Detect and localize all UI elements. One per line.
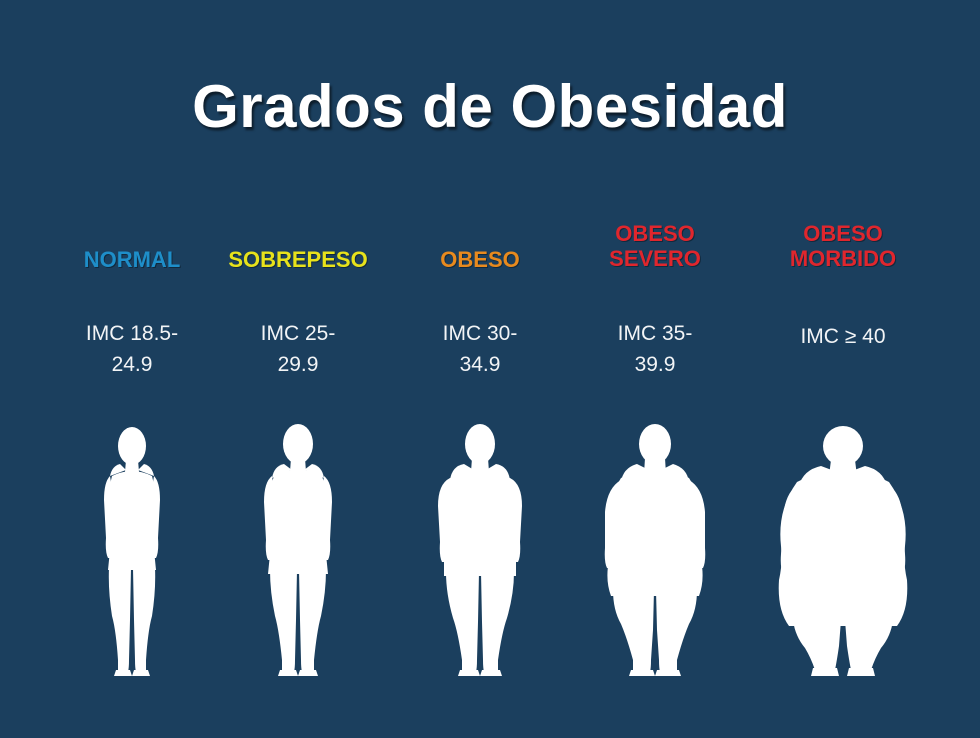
morbid-obese-silhouette-icon bbox=[753, 420, 933, 690]
category-label: OBESO MORBIDO bbox=[753, 221, 933, 271]
page-title: Grados de Obesidad bbox=[192, 73, 788, 140]
category-label-line: OBESO bbox=[803, 221, 883, 246]
category-label: OBESO bbox=[390, 247, 570, 272]
imc-range: IMC ≥ 40 bbox=[753, 321, 933, 352]
category-normal: NORMAL IMC 18.5- 24.9 bbox=[42, 0, 222, 738]
imc-range-text: IMC ≥ 40 bbox=[800, 325, 886, 348]
category-label-line: OBESO bbox=[440, 247, 520, 272]
category-obeso: OBESO IMC 30- 34.9 bbox=[390, 0, 570, 738]
category-obeso-severo: OBESO SEVERO IMC 35- 39.9 bbox=[565, 0, 745, 738]
imc-range-line: 39.9 bbox=[634, 353, 676, 376]
imc-range-line: 34.9 bbox=[459, 353, 501, 376]
imc-range-line: IMC 18.5- bbox=[85, 322, 179, 345]
normal-silhouette-icon bbox=[42, 420, 222, 690]
category-label-line: SEVERO bbox=[609, 246, 701, 271]
category-label-line: NORMAL bbox=[83, 247, 181, 272]
imc-range: IMC 18.5- 24.9 bbox=[42, 318, 222, 380]
severe-obese-silhouette-icon bbox=[565, 420, 745, 690]
category-label-line: MORBIDO bbox=[789, 246, 897, 271]
category-label-line: SOBREPESO bbox=[228, 247, 368, 272]
overweight-silhouette-icon bbox=[208, 420, 388, 690]
category-label: SOBREPESO bbox=[208, 247, 388, 272]
imc-range-line: IMC 25- bbox=[260, 322, 336, 345]
category-label-line: OBESO bbox=[615, 221, 695, 246]
imc-range: IMC 25- 29.9 bbox=[208, 318, 388, 380]
imc-range-line: IMC 30- bbox=[442, 322, 518, 345]
imc-range: IMC 35- 39.9 bbox=[565, 318, 745, 380]
imc-range-line: 24.9 bbox=[111, 353, 153, 376]
imc-range-line: 29.9 bbox=[277, 353, 319, 376]
category-label: NORMAL bbox=[42, 247, 222, 272]
imc-range: IMC 30- 34.9 bbox=[390, 318, 570, 380]
category-label: OBESO SEVERO bbox=[565, 221, 745, 271]
obese-silhouette-icon bbox=[390, 420, 570, 690]
category-sobrepeso: SOBREPESO IMC 25- 29.9 bbox=[208, 0, 388, 738]
category-obeso-morbido: OBESO MORBIDO IMC ≥ 40 bbox=[753, 0, 933, 738]
imc-range-line: IMC 35- bbox=[617, 322, 693, 345]
imc-range-line: IMC ≥ 40 bbox=[753, 321, 933, 352]
